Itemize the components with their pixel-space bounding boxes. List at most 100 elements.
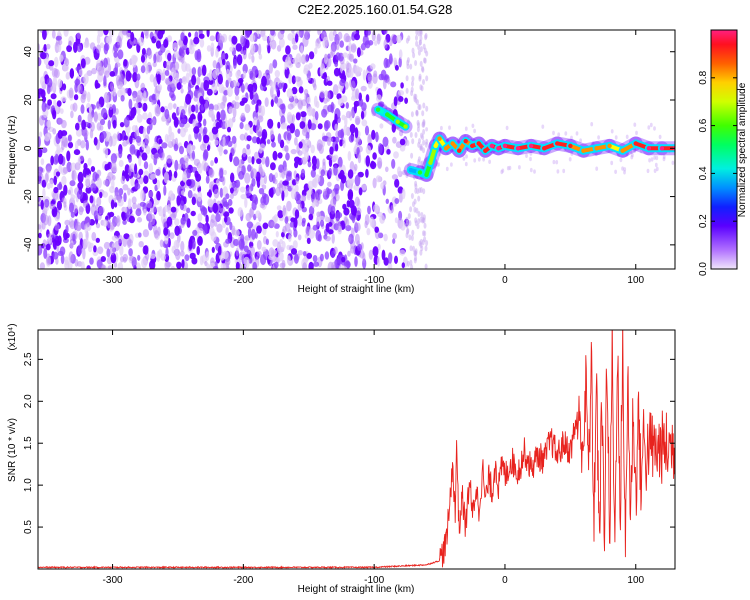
spectrogram-cell xyxy=(302,35,309,47)
spectrogram-cell xyxy=(227,126,231,133)
spectrogram-cell xyxy=(273,178,278,185)
spectrogram-cell xyxy=(197,213,203,222)
spectrogram-cell xyxy=(82,90,87,97)
spectrogram-cell xyxy=(246,221,254,229)
spectrogram-cell xyxy=(179,145,184,155)
spectrogram-cell xyxy=(191,196,196,206)
spectrogram-cell xyxy=(96,177,102,189)
spectrogram-cell xyxy=(339,139,343,147)
spectrogram-cell xyxy=(210,160,214,167)
spectrogram-cell xyxy=(108,35,112,43)
spectrogram-cell xyxy=(132,202,138,210)
spectrogram-cell xyxy=(165,119,170,126)
spectrogram-cell xyxy=(170,265,175,269)
spectrogram-cell xyxy=(180,118,187,125)
spectrogram-cell xyxy=(350,110,355,117)
spectrogram-cell xyxy=(410,111,414,118)
spectrogram-cell xyxy=(193,126,200,134)
spectrogram-cell xyxy=(387,262,393,269)
spectrogram-cell xyxy=(345,102,349,109)
spectrogram-cell xyxy=(415,40,419,47)
spectrogram-cell xyxy=(193,96,199,102)
spectrogram-cell xyxy=(141,48,146,55)
spectrogram-cell xyxy=(212,265,219,269)
spectrogram-cell xyxy=(201,64,207,77)
spectrogram-cell xyxy=(415,110,419,117)
spectrogram-cell xyxy=(410,264,414,269)
spectrogram-cell xyxy=(392,136,397,144)
spectrogram-cell xyxy=(161,115,166,122)
spectrogram-cell xyxy=(185,93,192,105)
spectrogram-cell xyxy=(231,79,237,88)
spectrogram-cell xyxy=(260,254,267,266)
spectrogram-cell xyxy=(140,65,146,74)
spectrogram-cell xyxy=(312,224,319,231)
spectrogram-cell xyxy=(353,100,360,107)
spectrogram-cell xyxy=(263,193,270,206)
spectrogram-cell xyxy=(66,150,71,162)
spectrogram-cell xyxy=(335,211,343,219)
spectrogram-cell xyxy=(213,188,220,199)
spectrogram-cell xyxy=(124,206,128,213)
spectrogram-cell xyxy=(285,56,291,66)
spectrogram-cell xyxy=(119,122,125,128)
spectrogram-cell xyxy=(74,259,79,267)
spectrogram-cell xyxy=(289,123,296,134)
spectrogram-cell xyxy=(181,75,188,85)
spectrogram-cell xyxy=(348,53,355,62)
spectrogram-cell xyxy=(377,160,383,170)
spectrogram-cell xyxy=(160,253,167,261)
spectrogram-cell xyxy=(208,79,214,85)
spectrogram-cell xyxy=(304,53,309,63)
spectrogram-cell xyxy=(293,217,298,229)
spectrogram-cell xyxy=(132,55,138,64)
spectrogram-cell xyxy=(621,166,624,171)
spectrogram-cell xyxy=(500,169,504,175)
spectrogram-cell xyxy=(374,40,378,46)
spectrogram-cell xyxy=(92,171,98,182)
spectrogram-cell xyxy=(200,143,207,151)
spectrogram-cell xyxy=(158,138,163,144)
spectrogram-cell xyxy=(361,119,368,127)
spectrogram-cell xyxy=(63,201,67,208)
y-tick-label: 0.5 xyxy=(23,520,34,534)
spectrogram-cell xyxy=(277,210,284,219)
spectrogram-cell xyxy=(394,217,398,224)
spectrogram-cell xyxy=(205,251,210,262)
spectrogram-cell xyxy=(174,159,179,172)
spectrogram-cell xyxy=(157,226,161,236)
spectrogram-cell xyxy=(533,169,536,174)
spectrogram-cell xyxy=(191,239,196,250)
spectrogram-cell xyxy=(180,88,184,94)
spectrogram-cell xyxy=(399,138,406,146)
spectrogram-cell xyxy=(290,148,297,155)
spectrogram-cell xyxy=(200,206,207,216)
spectrogram-cell xyxy=(377,143,383,155)
spectrogram-cell xyxy=(85,139,90,151)
spectrogram-cell xyxy=(57,39,63,46)
spectrogram-cell xyxy=(333,67,341,77)
spectrogram-cell xyxy=(375,175,382,183)
spectrogram-cell xyxy=(327,261,334,269)
spectrogram-cell xyxy=(77,158,82,164)
spectrogram-cell xyxy=(317,30,321,36)
spectrogram-cell xyxy=(134,183,141,190)
spectrogram-cell xyxy=(287,103,294,110)
spectrogram-cell xyxy=(313,261,320,267)
spectrogram-cell xyxy=(353,58,358,64)
spectrogram-cell xyxy=(87,241,92,249)
spectrogram-cell xyxy=(284,216,289,225)
spectrogram-cell xyxy=(249,70,254,79)
spectrogram-cell xyxy=(106,248,111,258)
spectrogram-cell xyxy=(163,39,169,48)
spectrogram-cell xyxy=(347,169,354,179)
spectrogram-cell xyxy=(425,127,428,132)
spectrogram-cell xyxy=(66,45,72,53)
spectrogram-cell xyxy=(541,124,545,129)
spectrogram-cell xyxy=(196,76,201,86)
spectrogram-cell xyxy=(188,104,192,114)
spectrogram-cell xyxy=(610,160,614,166)
spectrogram-cell xyxy=(214,139,219,146)
spectrogram-cell xyxy=(44,198,50,208)
spectrogram-cell xyxy=(398,49,403,59)
